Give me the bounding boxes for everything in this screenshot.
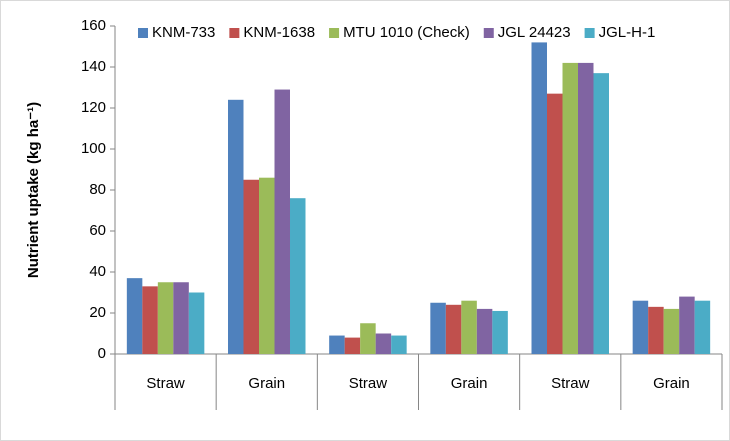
bar	[547, 93, 563, 355]
y-tick-label: 20	[89, 304, 106, 321]
x-tick-label: Straw	[349, 375, 388, 392]
y-tick-label: 0	[98, 345, 106, 362]
bar	[274, 89, 290, 355]
legend-label: KNM-733	[152, 24, 215, 41]
legend-label: MTU 1010 (Check)	[343, 24, 470, 41]
bar	[476, 308, 493, 354]
bar	[663, 308, 680, 354]
legend-label: JGL 24423	[498, 24, 571, 41]
bar	[562, 62, 578, 355]
legend-swatch	[229, 28, 240, 38]
x-tick-label: Straw	[146, 375, 185, 392]
bar	[375, 333, 392, 354]
bar	[632, 300, 649, 354]
legend-swatch	[584, 28, 595, 38]
bar	[694, 300, 711, 354]
y-tick-label: 160	[81, 17, 106, 34]
y-tick-label: 80	[89, 181, 106, 198]
bar	[578, 62, 594, 355]
bar	[142, 286, 158, 354]
bar	[391, 335, 407, 354]
y-tick-label: 60	[89, 222, 106, 239]
bar	[445, 304, 462, 354]
legend-label: KNM-1638	[243, 24, 315, 41]
bar	[492, 310, 508, 354]
bar	[360, 323, 376, 354]
bar	[157, 282, 174, 354]
bar	[188, 292, 205, 354]
y-tick-label: 140	[81, 58, 106, 75]
y-tick-label: 40	[89, 263, 106, 280]
bar	[243, 179, 259, 354]
bar	[648, 306, 664, 354]
bar	[461, 300, 477, 354]
x-tick-label: Straw	[551, 375, 590, 392]
legend-swatch	[329, 28, 340, 38]
bar	[531, 42, 547, 355]
legend-swatch	[138, 28, 148, 38]
bar	[173, 282, 189, 354]
bar	[593, 73, 609, 355]
legend-label: JGL-H-1	[599, 24, 656, 41]
bar	[344, 337, 361, 354]
bar	[259, 177, 275, 354]
bar	[290, 198, 306, 354]
x-tick-label: Grain	[451, 375, 488, 392]
y-tick-label: 100	[81, 140, 106, 157]
bar	[228, 99, 244, 354]
bar	[679, 296, 695, 354]
bar	[126, 278, 143, 354]
bar	[329, 335, 345, 354]
x-tick-label: Grain	[653, 375, 690, 392]
x-tick-label: Grain	[248, 375, 285, 392]
legend-swatch	[483, 28, 494, 38]
y-axis-label: Nutrient uptake (kg ha⁻¹)	[25, 102, 42, 278]
bar	[430, 302, 446, 354]
y-tick-label: 120	[81, 99, 106, 116]
